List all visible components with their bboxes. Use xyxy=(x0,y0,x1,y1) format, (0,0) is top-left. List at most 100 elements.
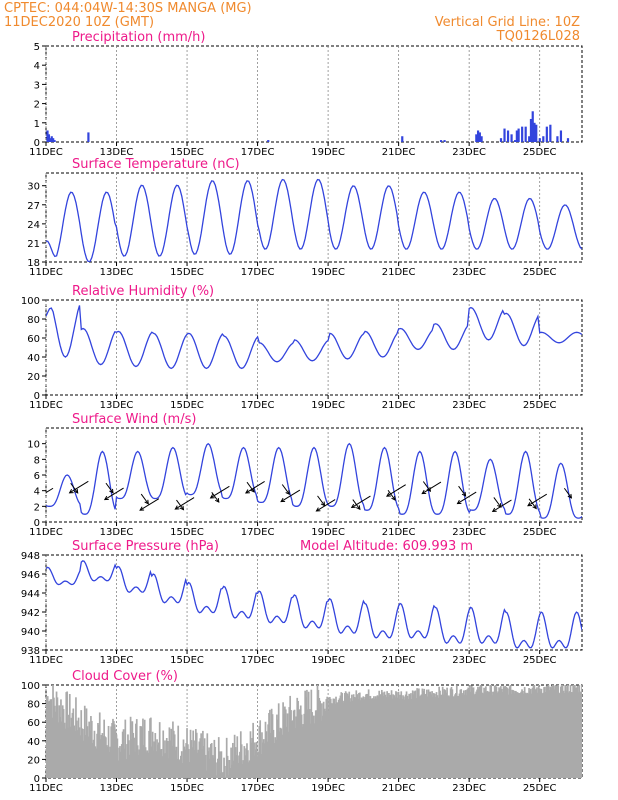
cloud-bar xyxy=(355,690,358,778)
cloud-bar xyxy=(480,685,483,778)
cloud-bar xyxy=(247,750,249,778)
wind-arrow-head xyxy=(174,505,180,510)
precip-bar xyxy=(49,138,52,142)
cloud-bar xyxy=(547,685,550,778)
x-tick-label: 19DEC xyxy=(311,655,345,666)
wind-arrow-head xyxy=(355,505,361,511)
cloud-bar xyxy=(137,755,140,778)
cloud-bar xyxy=(438,686,441,778)
pressure-line xyxy=(46,560,582,649)
cloud-bar xyxy=(120,751,122,778)
y-tick-label: 21 xyxy=(27,239,40,250)
cloud-bar xyxy=(548,690,551,778)
cloud-bar xyxy=(352,694,355,778)
cloud-bar xyxy=(412,694,415,778)
cloud-bar xyxy=(91,743,94,778)
cloud-bar xyxy=(214,746,217,778)
cloud-bar xyxy=(313,715,315,778)
cloud-bar xyxy=(557,685,560,778)
plot-frame xyxy=(45,299,583,396)
cloud-bar xyxy=(181,763,184,778)
cloud-bar xyxy=(413,691,416,778)
cloud-bar xyxy=(521,689,523,778)
cloud-bar xyxy=(468,687,470,778)
cloud-bar xyxy=(497,691,500,778)
cloud-bar xyxy=(157,742,160,778)
cloud-bar xyxy=(275,739,277,778)
panel-title: Precipitation (mm/h) xyxy=(72,30,205,45)
cloud-bar xyxy=(576,685,579,778)
cloud-bar xyxy=(107,725,110,778)
cloud-bar xyxy=(96,733,98,778)
cloud-bar xyxy=(303,713,306,778)
temperature-line xyxy=(46,178,582,262)
cloud-bar xyxy=(123,748,126,778)
cloud-bar xyxy=(458,693,461,778)
cloud-bar xyxy=(467,687,470,778)
x-tick-label: 21DEC xyxy=(382,267,416,278)
cloud-bar xyxy=(537,692,539,778)
cloud-bar xyxy=(435,692,438,778)
cloud-bar xyxy=(564,685,567,778)
cloud-bar xyxy=(559,686,562,778)
cloud-bar xyxy=(98,724,100,778)
cloud-bar xyxy=(432,697,434,778)
header-code: TQ0126L028 xyxy=(496,29,580,44)
cloud-bar xyxy=(345,692,348,778)
wind-arrow-head xyxy=(285,490,290,496)
cloud-bar xyxy=(573,685,575,778)
cloud-bar xyxy=(343,693,346,778)
cloud-bar xyxy=(195,732,198,778)
cloud-bar xyxy=(471,687,474,778)
x-tick-label: 13DEC xyxy=(100,147,134,158)
cloud-bar xyxy=(474,693,477,778)
cloud-bar xyxy=(262,739,265,778)
y-tick-label: 0 xyxy=(34,518,40,529)
cloud-bar xyxy=(271,714,274,778)
cloud-bar xyxy=(529,690,531,778)
cloud-bar xyxy=(289,695,292,778)
cloud-bar xyxy=(388,695,391,778)
cloud-bar xyxy=(493,685,496,778)
x-tick-label: 25DEC xyxy=(523,783,557,794)
x-tick-label: 17DEC xyxy=(241,783,275,794)
cloud-bar xyxy=(57,722,60,778)
plot-area xyxy=(46,442,582,519)
cloud-bar xyxy=(324,711,327,778)
cloud-bar xyxy=(284,706,286,778)
cloud-bar xyxy=(366,693,368,778)
cloud-bar xyxy=(61,705,64,778)
cloud-bar xyxy=(220,751,223,778)
cloud-bar xyxy=(487,692,490,778)
cloud-bar xyxy=(348,691,351,778)
cloud-bar xyxy=(373,696,375,778)
cloud-bar xyxy=(433,693,435,778)
cloud-bar xyxy=(104,736,106,778)
cloud-bar xyxy=(158,722,161,778)
x-tick-label: 25DEC xyxy=(523,267,557,278)
precip-bar xyxy=(53,140,56,142)
cloud-bar xyxy=(455,693,457,778)
cloud-bar xyxy=(388,693,390,778)
cloud-bar xyxy=(291,720,294,778)
cloud-bar xyxy=(206,733,209,778)
wind-arrow-head xyxy=(73,488,79,494)
cloud-bar xyxy=(354,697,357,778)
x-tick-label: 19DEC xyxy=(311,400,345,411)
cloud-bar xyxy=(211,755,214,778)
cloud-bar xyxy=(317,689,320,778)
cloud-bar xyxy=(52,685,54,778)
wind-arrow xyxy=(421,481,442,495)
cloud-bar xyxy=(322,701,325,778)
cloud-bar xyxy=(135,719,138,778)
cloud-bar xyxy=(75,697,77,778)
cloud-bar xyxy=(536,687,538,778)
cloud-bar xyxy=(90,720,93,778)
cloud-bar xyxy=(291,721,293,778)
wind-arrow-head xyxy=(109,488,114,494)
cloud-bar xyxy=(545,685,548,778)
x-tick-label: 13DEC xyxy=(100,527,134,538)
cloud-bar xyxy=(321,703,323,778)
wind-arrow xyxy=(457,491,477,505)
wind-arrow-head xyxy=(391,495,396,501)
